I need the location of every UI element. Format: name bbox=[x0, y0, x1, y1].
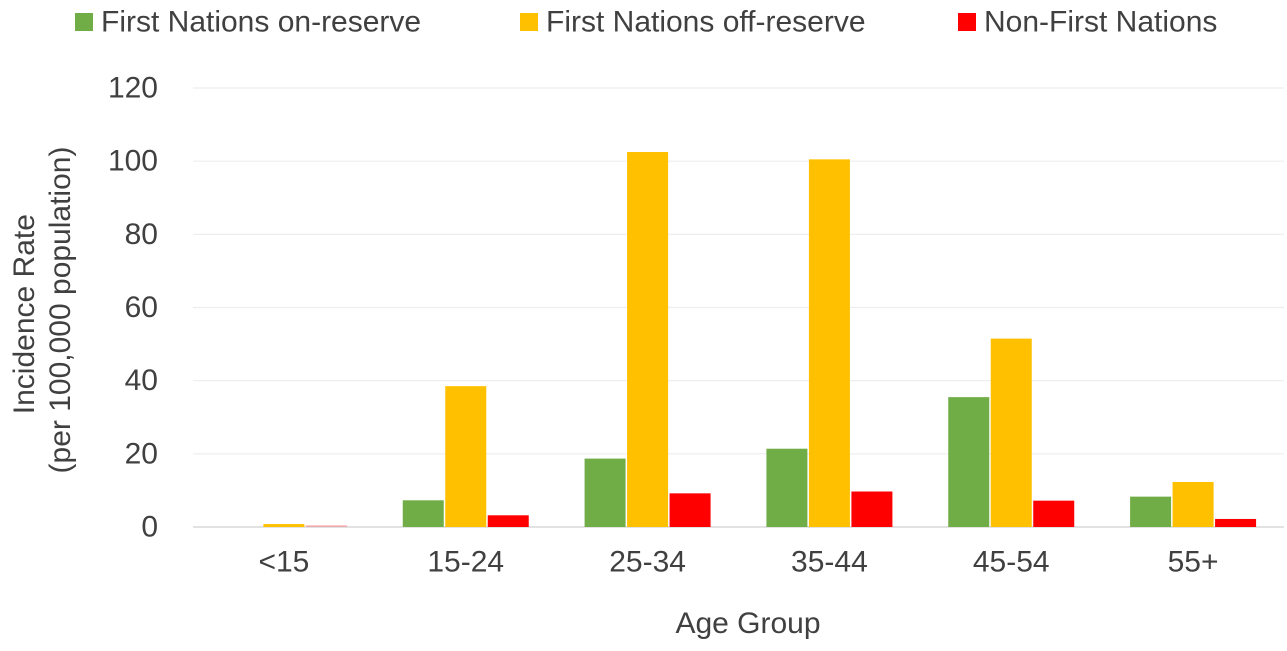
bar-first-nations-off-reserve-0 bbox=[263, 524, 305, 527]
bar-non-first-nations-5 bbox=[1215, 518, 1257, 527]
y-axis-title-line-1: Incidence Rate bbox=[8, 214, 41, 414]
y-tick-label: 100 bbox=[108, 145, 158, 178]
legend-swatch bbox=[958, 13, 976, 31]
bar-first-nations-on-reserve-1 bbox=[402, 500, 444, 527]
bar-first-nations-off-reserve-2 bbox=[627, 152, 669, 528]
x-axis-tick-labels: <15 15-24 25-34 35-44 45-54 55+ bbox=[258, 546, 1218, 579]
bar-first-nations-off-reserve-3 bbox=[808, 159, 850, 527]
x-tick-label: 55+ bbox=[1168, 546, 1219, 579]
legend-swatch bbox=[520, 13, 538, 31]
bar-first-nations-on-reserve-4 bbox=[948, 397, 990, 527]
legend-label: First Nations off-reserve bbox=[546, 6, 866, 39]
bar-non-first-nations-3 bbox=[851, 491, 893, 527]
y-tick-label: 20 bbox=[125, 437, 158, 470]
x-tick-label: <15 bbox=[258, 546, 309, 579]
bar-first-nations-on-reserve-2 bbox=[584, 458, 626, 527]
bars bbox=[263, 152, 1257, 528]
bar-first-nations-off-reserve-4 bbox=[990, 338, 1032, 527]
y-tick-label: 80 bbox=[125, 218, 158, 251]
x-tick-label: 35-44 bbox=[791, 546, 868, 579]
y-axis-tick-labels: 0 20 40 60 80 100 120 bbox=[108, 72, 158, 544]
y-tick-label: 40 bbox=[125, 364, 158, 397]
legend-swatch bbox=[75, 13, 93, 31]
legend: First Nations on-reserve First Nations of… bbox=[75, 6, 1217, 39]
bar-first-nations-off-reserve-5 bbox=[1172, 482, 1214, 527]
bar-non-first-nations-0 bbox=[305, 525, 347, 527]
bar-first-nations-off-reserve-1 bbox=[445, 386, 487, 527]
legend-label: First Nations on-reserve bbox=[101, 6, 421, 39]
bar-non-first-nations-4 bbox=[1033, 500, 1075, 527]
bar-first-nations-on-reserve-5 bbox=[1130, 496, 1172, 527]
bar-non-first-nations-2 bbox=[669, 493, 711, 527]
bar-first-nations-on-reserve-3 bbox=[766, 448, 808, 527]
bar-non-first-nations-1 bbox=[487, 515, 529, 527]
y-tick-label: 60 bbox=[125, 291, 158, 324]
x-axis-title: Age Group bbox=[675, 607, 820, 640]
x-tick-label: 45-54 bbox=[973, 546, 1050, 579]
y-axis-title-line-2: (per 100,000 population) bbox=[44, 147, 77, 474]
y-axis-title: Incidence Rate (per 100,000 population) bbox=[8, 147, 77, 474]
gridlines bbox=[193, 87, 1284, 528]
y-tick-label: 0 bbox=[141, 511, 158, 544]
x-tick-label: 15-24 bbox=[427, 546, 504, 579]
axis-titles: Incidence Rate (per 100,000 population) … bbox=[8, 147, 821, 640]
y-tick-label: 120 bbox=[108, 72, 158, 105]
legend-label: Non-First Nations bbox=[984, 6, 1217, 39]
legend-item-first-nations-on-reserve: First Nations on-reserve bbox=[75, 6, 421, 39]
legend-item-first-nations-off-reserve: First Nations off-reserve bbox=[520, 6, 866, 39]
legend-item-non-first-nations: Non-First Nations bbox=[958, 6, 1217, 39]
x-tick-label: 25-34 bbox=[609, 546, 686, 579]
